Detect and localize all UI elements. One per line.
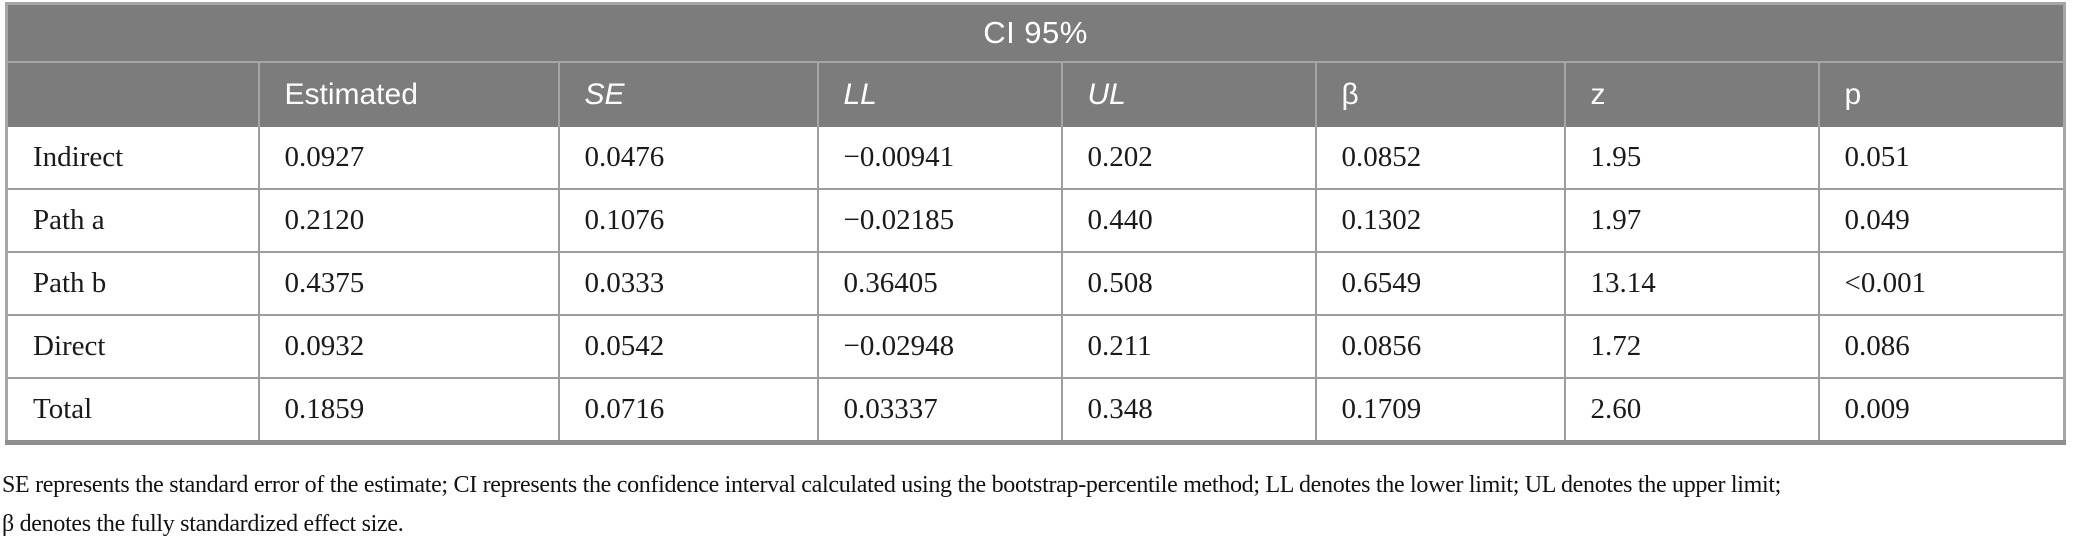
ci-95-spanning-header: CI 95%: [5, 2, 2066, 63]
column-header-row: Estimated SE LL UL β z p: [5, 61, 2066, 127]
cell-z: 1.95: [1563, 127, 1820, 190]
cell-z: 2.60: [1563, 377, 1820, 444]
row-label: Indirect: [5, 127, 260, 190]
row-label: Total: [5, 377, 260, 444]
cell-se: 0.0542: [557, 314, 819, 379]
row-label: Path b: [5, 251, 260, 316]
table-row-path-a: Path a 0.2120 0.1076 −0.02185 0.440 0.13…: [5, 188, 2066, 253]
cell-z: 13.14: [1563, 251, 1820, 316]
cell-beta: 0.0856: [1314, 314, 1566, 379]
cell-p: 0.009: [1817, 377, 2066, 444]
cell-ul: 0.348: [1060, 377, 1317, 444]
cell-se: 0.1076: [557, 188, 819, 253]
cell-se: 0.0716: [557, 377, 819, 444]
table-row-direct: Direct 0.0932 0.0542 −0.02948 0.211 0.08…: [5, 314, 2066, 379]
row-label: Path a: [5, 188, 260, 253]
cell-p: 0.049: [1817, 188, 2066, 253]
cell-ll: −0.02185: [816, 188, 1063, 253]
column-header-se: SE: [557, 61, 819, 127]
footnote-line-2: β denotes the fully standardized effect …: [2, 511, 404, 537]
cell-estimated: 0.0932: [257, 314, 560, 379]
cell-beta: 0.0852: [1314, 127, 1566, 190]
cell-z: 1.97: [1563, 188, 1820, 253]
cell-ll: 0.36405: [816, 251, 1063, 316]
cell-z: 1.72: [1563, 314, 1820, 379]
cell-beta: 0.1302: [1314, 188, 1566, 253]
column-header-z: z: [1563, 61, 1820, 127]
table-body: Indirect 0.0927 0.0476 −0.00941 0.202 0.…: [5, 127, 2066, 444]
cell-p: 0.051: [1817, 127, 2066, 190]
column-header-ul: UL: [1060, 61, 1317, 127]
cell-p: 0.086: [1817, 314, 2066, 379]
cell-se: 0.0476: [557, 127, 819, 190]
cell-estimated: 0.0927: [257, 127, 560, 190]
cell-ll: 0.03337: [816, 377, 1063, 444]
column-header-estimated: Estimated: [257, 61, 560, 127]
table-footnote: SE represents the standard error of the …: [2, 466, 2074, 537]
row-label: Direct: [5, 314, 260, 379]
cell-ll: −0.00941: [816, 127, 1063, 190]
table-row-total: Total 0.1859 0.0716 0.03337 0.348 0.1709…: [5, 377, 2066, 444]
cell-beta: 0.6549: [1314, 251, 1566, 316]
cell-se: 0.0333: [557, 251, 819, 316]
column-header-p: p: [1817, 61, 2066, 127]
span-header-row: CI 95%: [5, 2, 2066, 63]
cell-p: <0.001: [1817, 251, 2066, 316]
cell-ll: −0.02948: [816, 314, 1063, 379]
table-row-path-b: Path b 0.4375 0.0333 0.36405 0.508 0.654…: [5, 251, 2066, 316]
cell-estimated: 0.1859: [257, 377, 560, 444]
cell-ul: 0.440: [1060, 188, 1317, 253]
cell-beta: 0.1709: [1314, 377, 1566, 444]
table-row-indirect: Indirect 0.0927 0.0476 −0.00941 0.202 0.…: [5, 127, 2066, 190]
column-header-beta: β: [1314, 61, 1566, 127]
cell-ul: 0.202: [1060, 127, 1317, 190]
table-header: CI 95% Estimated SE LL UL β z p: [5, 2, 2066, 127]
column-header-blank: [5, 61, 260, 127]
cell-ul: 0.211: [1060, 314, 1317, 379]
column-header-ll: LL: [816, 61, 1063, 127]
cell-estimated: 0.4375: [257, 251, 560, 316]
cell-ul: 0.508: [1060, 251, 1317, 316]
cell-estimated: 0.2120: [257, 188, 560, 253]
footnote-line-1: SE represents the standard error of the …: [2, 472, 1782, 498]
mediation-results-table: CI 95% Estimated SE LL UL β z p Indirect…: [5, 2, 2067, 445]
